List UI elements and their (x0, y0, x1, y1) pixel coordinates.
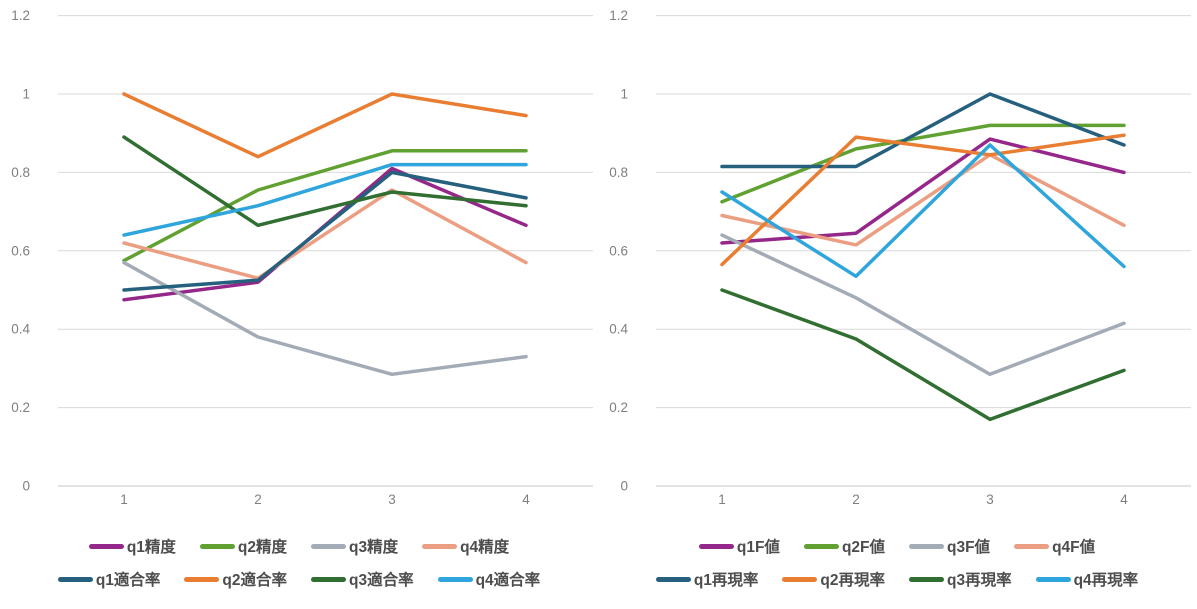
legend-label: q4F値 (1052, 539, 1096, 556)
y-axis-tick-label: 1 (620, 87, 628, 102)
legend-label: q3適合率 (349, 572, 414, 589)
legend-swatch (311, 576, 346, 582)
legend-swatch (698, 543, 734, 549)
legend-label: q3精度 (349, 539, 399, 556)
y-axis-tick-label: 0.8 (11, 165, 30, 180)
legend-row: q1再現率 q2再現率 q3再現率 q4再現率 (598, 568, 1196, 590)
legend-row: q1適合率 q2適合率 q3適合率 q4適合率 (0, 568, 598, 590)
series-line-3 (122, 188, 528, 280)
y-axis-tick-label: 1 (22, 87, 30, 102)
legend-item: q3再現率 (909, 568, 1012, 590)
series-line-5 (720, 133, 1126, 267)
legend-label: q1精度 (126, 539, 176, 556)
y-axis-tick-label: 0 (22, 479, 30, 494)
legend-item: q3精度 (311, 535, 398, 557)
legend-swatch (1014, 543, 1050, 549)
legend-swatch (909, 576, 944, 582)
legend-swatch (57, 576, 93, 582)
legend-swatch (199, 543, 235, 549)
y-axis-tick-label: 0.4 (11, 322, 30, 337)
legend-item: q1精度 (88, 535, 176, 557)
series-line-6 (720, 288, 1126, 422)
legend-item: q3F値 (909, 535, 990, 557)
legend-label: q1適合率 (95, 572, 161, 589)
y-axis-tick-label: 0 (620, 479, 628, 494)
series-line-7 (122, 162, 528, 237)
legend-swatch (782, 576, 818, 582)
y-axis-tick-label: 0.2 (609, 400, 628, 415)
x-axis-tick-label: 3 (986, 492, 994, 507)
precision-chart-panel: 1.2 1 0.8 0.6 0.4 0.2 0 1 2 3 4 q1精度 q2精度 q3精度 q4精度 q1… (0, 0, 598, 609)
x-axis-tick-label: 2 (254, 492, 262, 507)
legend-item: q1適合率 (57, 568, 161, 590)
legend-swatch (655, 576, 691, 582)
y-axis-tick-label: 0.6 (609, 243, 628, 258)
x-axis-tick-label: 4 (522, 492, 530, 507)
series-line-0 (720, 137, 1126, 245)
series-line-7 (720, 143, 1126, 279)
legend-item: q1再現率 (655, 568, 759, 590)
recall-line-chart: 1.2 1 0.8 0.6 0.4 0.2 0 1 2 3 4 (609, 8, 1191, 507)
series-line-5 (122, 92, 528, 159)
legend-label: q2適合率 (222, 572, 287, 589)
y-axis-tick-label: 0.2 (11, 400, 30, 415)
legend-item: q2再現率 (782, 568, 885, 590)
series-line-1 (122, 149, 528, 263)
x-axis-tick-label: 2 (852, 492, 860, 507)
precision-line-chart: 1.2 1 0.8 0.6 0.4 0.2 0 1 2 3 4 (11, 8, 593, 507)
legend-item: q4再現率 (1035, 568, 1139, 590)
legend-label: q2精度 (237, 539, 287, 556)
recall-chart-legend: q1F値 q2F値 q3F値 q4F値 q1再現率 q2再現率 q3再現率 q4再現率 (598, 535, 1196, 590)
legend-label: q3F値 (947, 539, 991, 556)
y-axis-tick-label: 1.2 (11, 8, 30, 23)
x-axis-tick-label: 3 (388, 492, 396, 507)
legend-item: q2適合率 (184, 568, 287, 590)
legend-swatch (909, 543, 944, 549)
legend-swatch (1035, 576, 1071, 582)
series-line-3 (720, 153, 1126, 247)
legend-swatch (88, 543, 124, 549)
series-line-1 (720, 123, 1126, 204)
legend-label: q4再現率 (1073, 572, 1139, 589)
legend-item: q3適合率 (311, 568, 414, 590)
legend-swatch (422, 543, 458, 549)
legend-item: q4精度 (422, 535, 509, 557)
precision-chart-legend: q1精度 q2精度 q3精度 q4精度 q1適合率 q2適合率 q3適合率 q4適合率 (0, 535, 598, 590)
legend-swatch (803, 543, 839, 549)
y-axis-tick-label: 0.6 (11, 243, 30, 258)
legend-row: q1F値 q2F値 q3F値 q4F値 (598, 535, 1196, 557)
legend-label: q1再現率 (693, 572, 759, 589)
legend-item: q4F値 (1014, 535, 1095, 557)
legend-item: q2精度 (199, 535, 287, 557)
x-axis-tick-label: 1 (718, 492, 726, 507)
series-line-4 (720, 92, 1126, 169)
y-axis-tick-label: 1.2 (609, 8, 628, 23)
legend-swatch (184, 576, 220, 582)
x-axis-tick-label: 1 (120, 492, 128, 507)
series-line-2 (720, 233, 1126, 377)
legend-swatch (437, 576, 473, 582)
legend-label: q1F値 (736, 539, 780, 556)
y-axis-tick-label: 0.4 (609, 322, 628, 337)
legend-item: q1F値 (698, 535, 780, 557)
series-line-2 (122, 260, 528, 377)
legend-label: q4適合率 (475, 572, 541, 589)
legend-item: q2F値 (803, 535, 885, 557)
series-line-6 (122, 135, 528, 228)
legend-label: q2F値 (841, 539, 885, 556)
legend-swatch (311, 543, 346, 549)
legend-label: q4精度 (460, 539, 510, 556)
recall-chart-panel: 1.2 1 0.8 0.6 0.4 0.2 0 1 2 3 4 q1F値 q2F値 q3F値 q4F値 q1… (598, 0, 1196, 609)
legend-item: q4適合率 (437, 568, 541, 590)
y-axis-tick-label: 0.8 (609, 165, 628, 180)
legend-label: q2再現率 (820, 572, 885, 589)
legend-row: q1精度 q2精度 q3精度 q4精度 (0, 535, 598, 557)
x-axis-tick-label: 4 (1120, 492, 1128, 507)
legend-label: q3再現率 (947, 572, 1012, 589)
series-line-4 (122, 170, 528, 292)
